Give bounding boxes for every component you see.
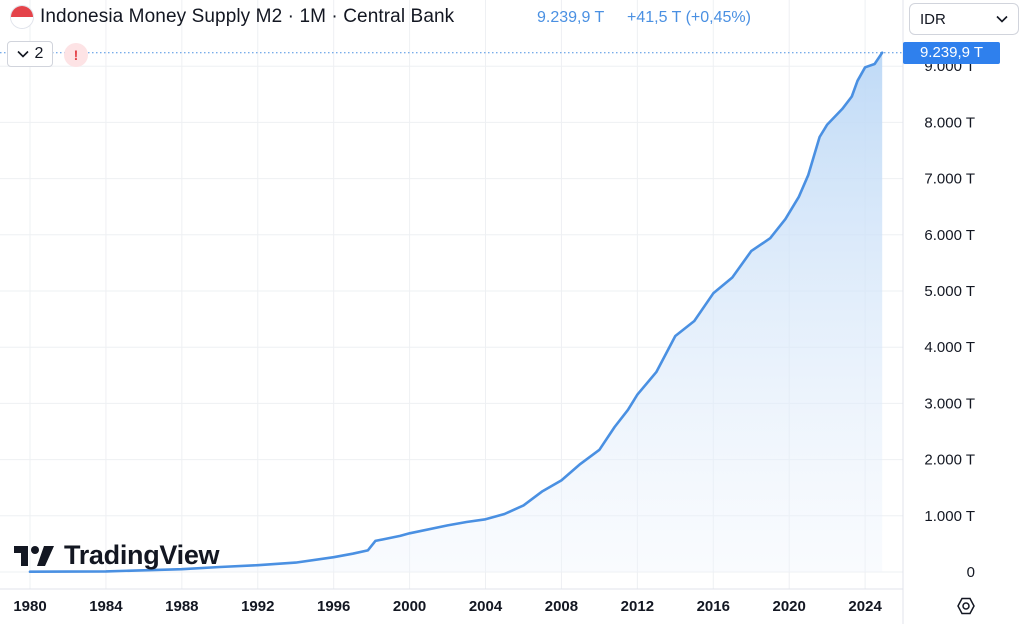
y-axis: 0 1.000 T 2.000 T 3.000 T 4.000 T 5.000 T 6.00… — [924, 58, 975, 581]
tradingview-logo-icon — [14, 545, 54, 566]
x-tick-label: 2004 — [469, 598, 503, 615]
x-tick-label: 1980 — [13, 598, 46, 615]
currency-select[interactable]: IDR — [909, 3, 1019, 35]
y-tick-label: 3.000 T — [924, 395, 975, 412]
x-axis: 1980 1984 1988 1992 1996 2000 2004 2008 2012 2016… — [13, 598, 882, 615]
x-tick-label: 1988 — [165, 598, 198, 615]
settings-icon[interactable] — [954, 594, 978, 618]
series-area — [30, 52, 883, 572]
x-tick-label: 2012 — [621, 598, 654, 615]
last-price-tag: 9.239,9 T — [903, 41, 1000, 64]
indicator-count: 2 — [34, 45, 44, 62]
y-tick-label: 0 — [967, 564, 975, 581]
logo-text: TradingView — [64, 540, 220, 570]
collapse-indicators-button[interactable]: 2 — [7, 41, 53, 67]
y-tick-label: 6.000 T — [924, 227, 975, 244]
y-tick-label: 2.000 T — [924, 452, 975, 469]
y-tick-label: 5.000 T — [924, 283, 975, 300]
chart-title: Indonesia Money Supply M2 · 1M · Central… — [40, 6, 455, 27]
x-tick-label: 1992 — [241, 598, 274, 615]
chevron-down-icon — [16, 47, 29, 61]
indonesia-flag-icon — [10, 5, 34, 29]
x-tick-label: 1984 — [89, 598, 123, 615]
last-value: 9.239,9 T — [537, 9, 605, 26]
chevron-down-icon — [996, 12, 1008, 26]
y-tick-label: 1.000 T — [924, 508, 975, 525]
y-tick-label: 7.000 T — [924, 171, 975, 188]
change-value: +41,5 T (+0,45%) — [627, 9, 751, 26]
alert-icon[interactable]: ! — [64, 43, 88, 67]
x-tick-label: 2000 — [393, 598, 426, 615]
x-tick-label: 2020 — [773, 598, 806, 615]
y-tick-label: 8.000 T — [924, 114, 975, 131]
series-line — [28, 51, 884, 573]
x-tick-label: 1996 — [317, 598, 350, 615]
y-tick-label: 4.000 T — [924, 339, 975, 356]
currency-value: IDR — [920, 10, 946, 28]
x-tick-label: 2016 — [697, 598, 730, 615]
x-tick-label: 2008 — [545, 598, 578, 615]
x-tick-label: 2024 — [848, 598, 882, 615]
tradingview-logo: TradingView — [12, 540, 220, 571]
